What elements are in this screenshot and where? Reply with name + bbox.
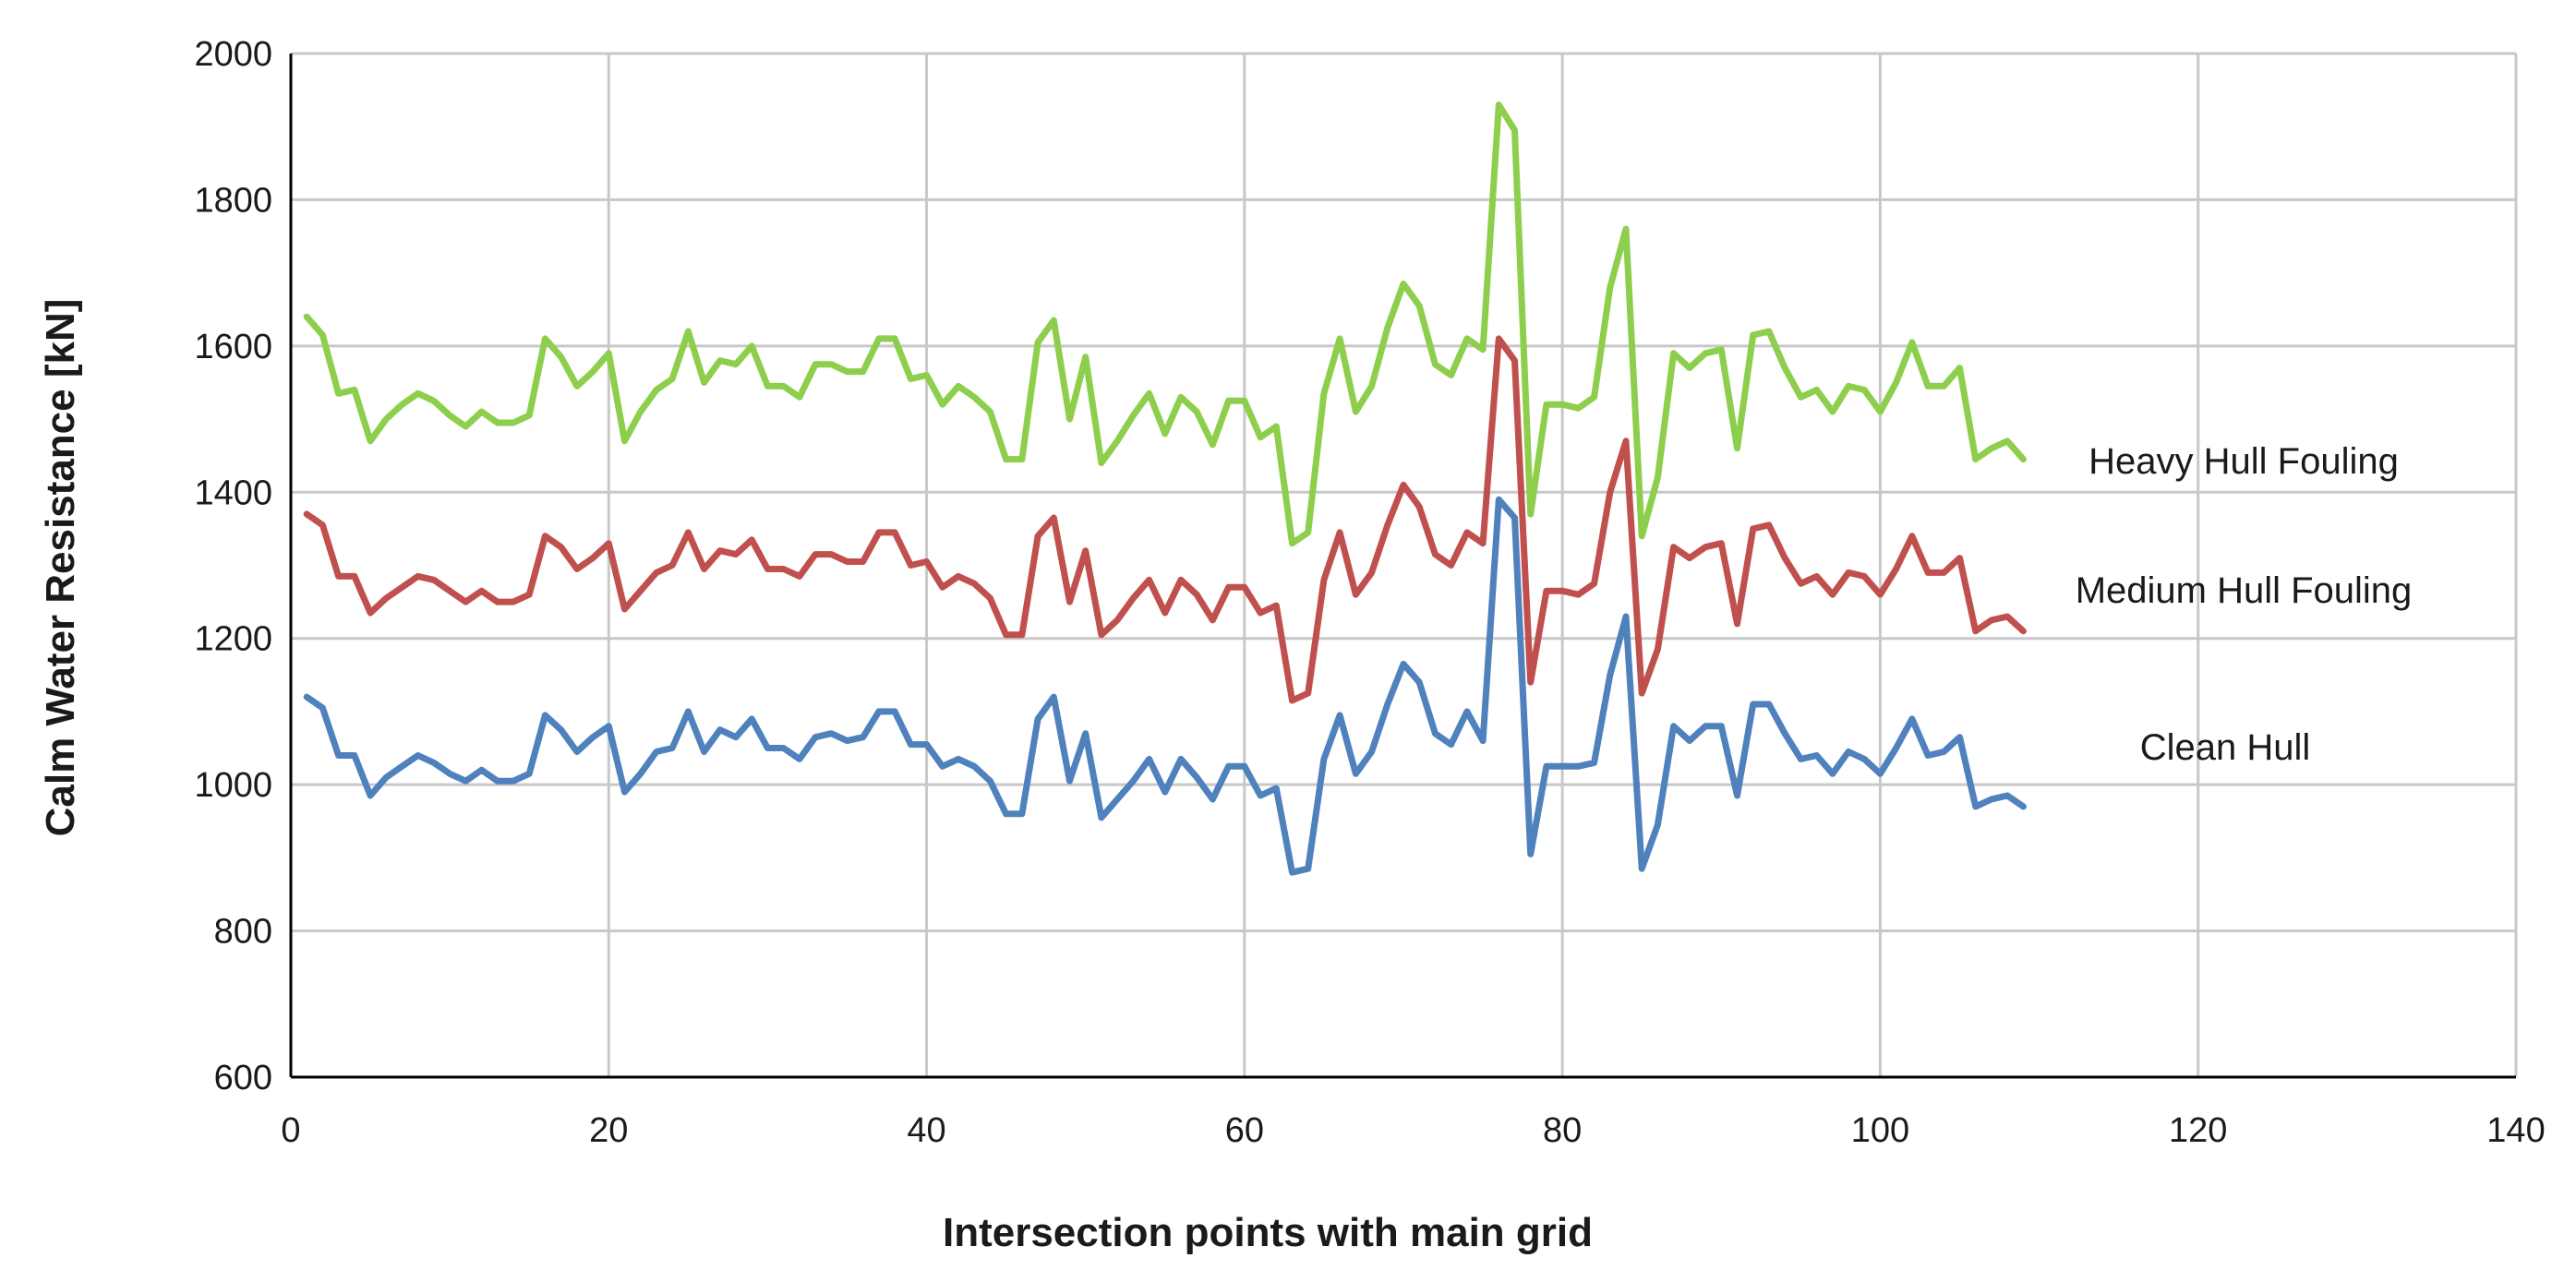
x-tick-label: 40 [907,1111,945,1150]
y-tick-labels: 600 800 1000 1200 1400 1600 1800 2000 [194,35,272,1097]
x-tick-label: 80 [1543,1111,1582,1150]
series-line-clean-hull [303,496,2027,876]
y-tick-label: 1600 [194,328,272,366]
y-tick-label: 1000 [194,766,272,805]
series-line-medium-hull-fouling [303,335,2027,704]
y-tick-label: 2000 [194,35,272,74]
series-label: Medium Hull Fouling [2076,570,2413,611]
series-lines [303,102,2027,876]
y-tick-label: 1200 [194,620,272,659]
series-label: Heavy Hull Fouling [2088,441,2399,482]
series-labels: Heavy Hull Fouling Medium Hull Fouling Cle… [2076,441,2413,768]
y-tick-label: 600 [214,1059,272,1097]
x-axis-title: Intersection points with main grid [943,1210,1593,1255]
series-line-heavy-hull-fouling [303,102,2027,547]
x-tick-label: 20 [589,1111,628,1150]
y-axis-title: Calm Water Resistance [kN] [38,299,83,837]
x-tick-label: 0 [281,1111,300,1150]
grid-lines [291,52,2518,1077]
axes [289,54,2516,1079]
y-tick-label: 1800 [194,181,272,220]
y-tick-label: 1400 [194,473,272,512]
x-tick-label: 60 [1225,1111,1264,1150]
x-tick-labels: 0 20 40 60 80 100 120 140 [281,1111,2545,1150]
x-tick-label: 140 [2486,1111,2545,1150]
x-tick-label: 120 [2169,1111,2227,1150]
x-tick-label: 100 [1851,1111,1909,1150]
series-label: Clean Hull [2140,727,2311,768]
y-tick-label: 800 [214,913,272,952]
